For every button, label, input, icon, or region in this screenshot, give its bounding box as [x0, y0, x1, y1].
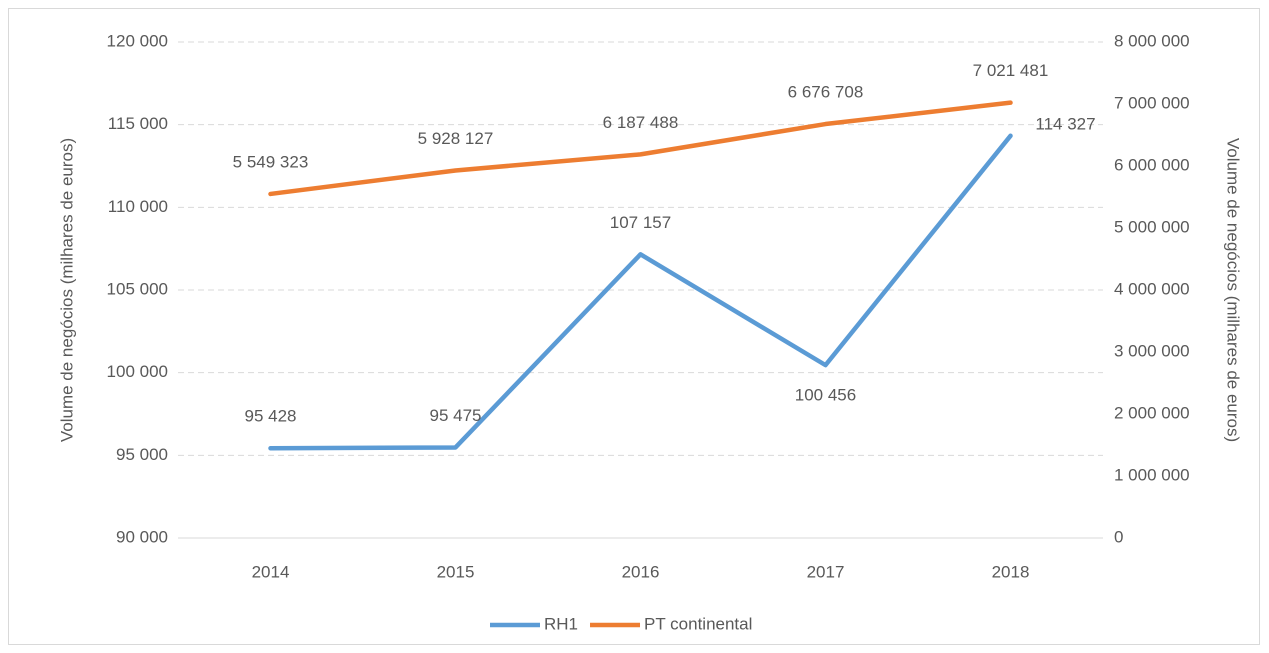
data-label: 5 549 323	[233, 152, 309, 171]
x-tick-label: 2015	[437, 562, 475, 581]
y2-axis-label: Volume de negócios (milhares de euros)	[1224, 138, 1243, 442]
y-tick-label: 90 000	[116, 527, 168, 546]
y-tick-label: 105 000	[107, 279, 168, 298]
legend-label: PT continental	[644, 614, 752, 633]
y2-tick-label: 3 000 000	[1114, 341, 1190, 360]
data-label: 107 157	[610, 213, 671, 232]
y2-tick-label: 6 000 000	[1114, 155, 1190, 174]
x-tick-label: 2014	[252, 562, 290, 581]
y2-tick-label: 8 000 000	[1114, 31, 1190, 50]
series-line	[268, 133, 1013, 451]
data-label: 114 327	[1035, 114, 1095, 133]
data-label: 6 676 708	[788, 83, 864, 102]
y-tick-label: 120 000	[107, 31, 168, 50]
legend-label: RH1	[544, 614, 578, 633]
x-tick-label: 2018	[992, 562, 1030, 581]
y2-tick-label: 7 000 000	[1114, 93, 1190, 112]
y2-tick-label: 1 000 000	[1114, 465, 1190, 484]
data-label: 100 456	[795, 386, 856, 405]
data-label: 5 928 127	[418, 129, 494, 148]
x-tick-label: 2016	[622, 562, 660, 581]
y2-tick-label: 4 000 000	[1114, 279, 1190, 298]
y2-tick-label: 2 000 000	[1114, 403, 1190, 422]
chart-frame	[8, 8, 1260, 645]
y2-tick-label: 0	[1114, 527, 1123, 546]
y-tick-label: 95 000	[116, 445, 168, 464]
y2-tick-label: 5 000 000	[1114, 217, 1190, 236]
data-label: 6 187 488	[603, 113, 679, 132]
x-tick-label: 2017	[807, 562, 845, 581]
y-tick-label: 110 000	[108, 197, 168, 216]
data-label: 95 428	[245, 407, 297, 426]
data-label: 95 475	[430, 406, 482, 425]
y-tick-label: 115 000	[108, 114, 168, 133]
series-line	[268, 100, 1013, 197]
y-axis-label: Volume de negócios (milhares de euros)	[57, 138, 76, 442]
data-label: 7 021 481	[973, 61, 1049, 80]
y-tick-label: 100 000	[107, 362, 168, 381]
